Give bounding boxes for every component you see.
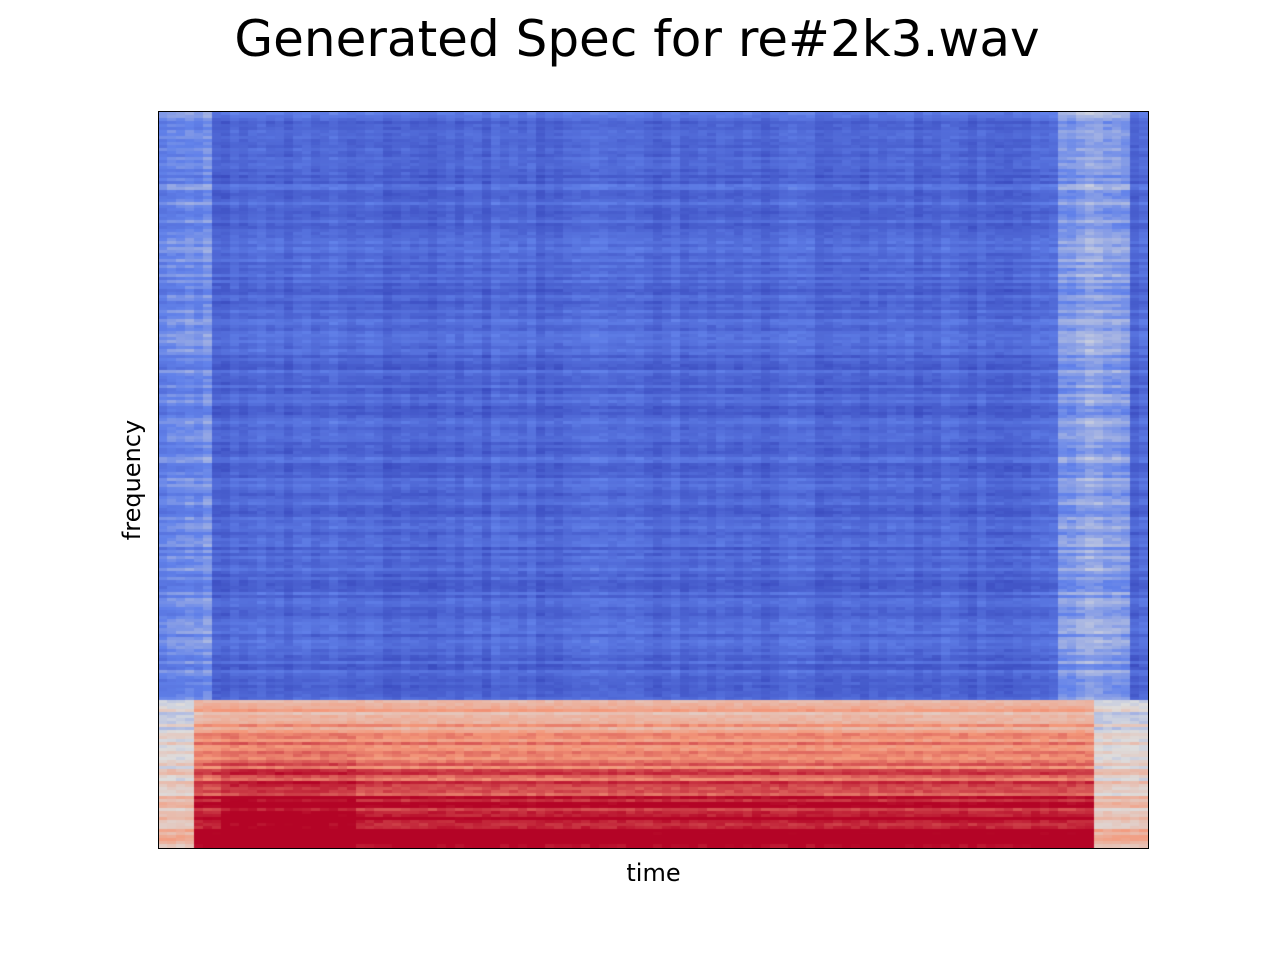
y-axis-label: frequency: [118, 419, 146, 541]
x-axis-label: time: [626, 859, 681, 887]
chart-title: Generated Spec for re#2k3.wav: [234, 10, 1040, 68]
spectrogram-plot-area: [158, 111, 1149, 849]
spectrogram-heatmap: [159, 112, 1148, 848]
